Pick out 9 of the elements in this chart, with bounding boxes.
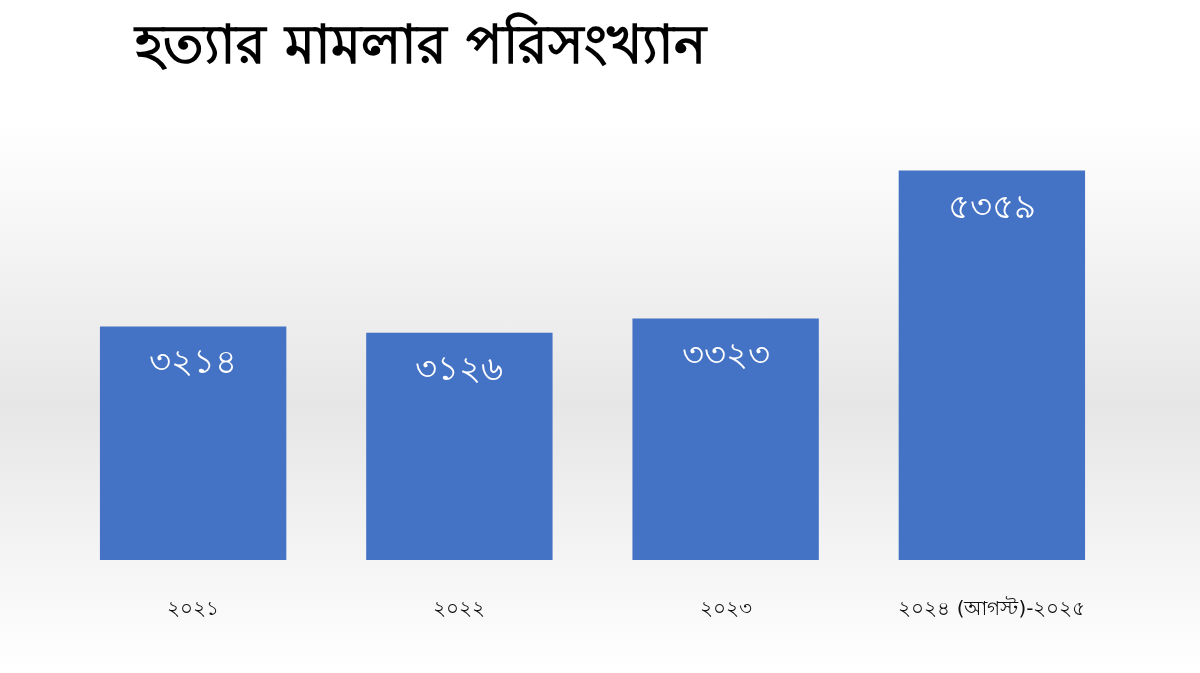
data-label: ৩৩২৩ xyxy=(681,333,770,374)
data-label: ৩১২৬ xyxy=(415,347,504,388)
chart-title: হত্যার মামলার পরিসংখ্যান xyxy=(133,11,708,76)
x-tick-label: ২০২২ xyxy=(433,596,486,620)
data-label: ৩২১৪ xyxy=(149,341,238,382)
x-tick-label: ২০২১ xyxy=(167,596,220,620)
x-tick-label: ২০২৪ (আগস্ট)-২০২৫ xyxy=(898,596,1086,620)
x-tick-label: ২০২৩ xyxy=(699,596,752,620)
data-label: ৫৩৫৯ xyxy=(947,185,1036,226)
